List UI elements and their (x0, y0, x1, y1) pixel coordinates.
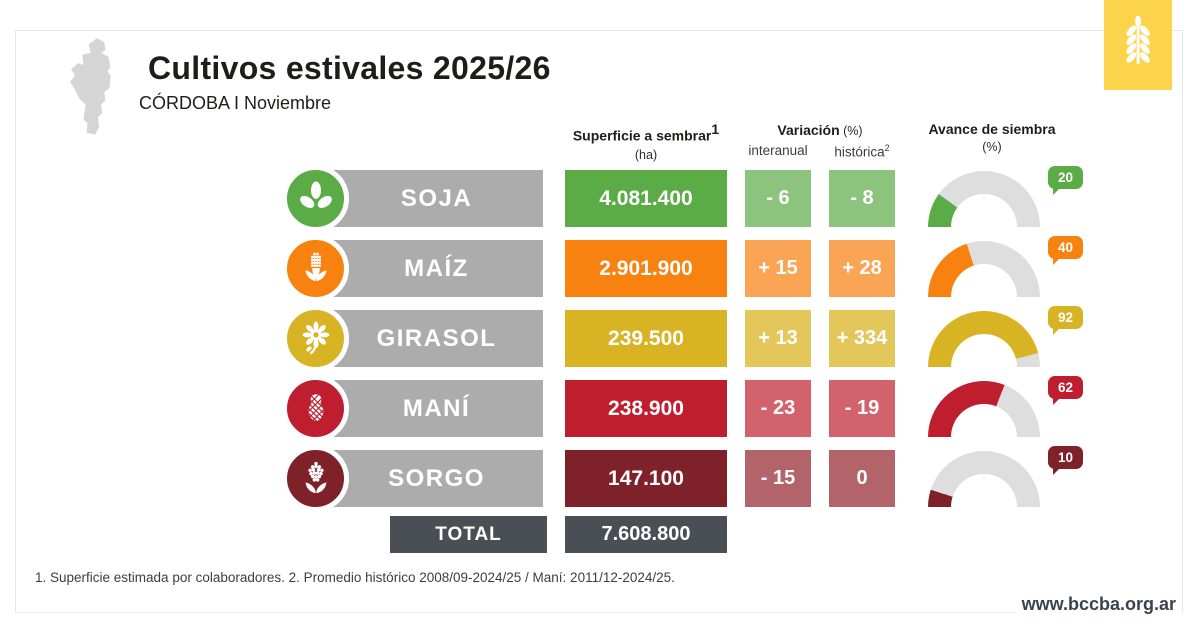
crop-rows: SOJA 4.081.400 - 6 - 8 20 MAÍZ 2.901.900… (0, 165, 1200, 520)
crop-name: MAÍZ (404, 254, 469, 282)
superficie-value: 4.081.400 (565, 170, 727, 227)
avance-badge: 92 (1048, 306, 1083, 335)
variacion-historica-value: + 334 (829, 310, 895, 367)
crop-name: MANÍ (402, 394, 471, 422)
total-row: TOTAL 7.608.800 (0, 516, 1200, 553)
avance-badge: 10 (1048, 446, 1083, 475)
crop-name-bar: GIRASOL (330, 310, 543, 367)
crop-name-bar: SOJA (330, 170, 543, 227)
sorghum-plant-icon (282, 445, 349, 512)
variacion-historica-value: + 28 (829, 240, 895, 297)
avance-unit: (%) (982, 139, 1002, 154)
variacion-interanual-value: - 23 (745, 380, 811, 437)
superficie-value: 238.900 (565, 380, 727, 437)
crop-name: SOJA (400, 184, 473, 212)
total-label: TOTAL (390, 516, 547, 553)
total-value: 7.608.800 (565, 516, 727, 553)
superficie-unit: (ha) (634, 147, 658, 162)
cordoba-province-silhouette (64, 36, 130, 140)
variacion-label: Variación (777, 122, 840, 138)
variacion-historica-value: - 8 (829, 170, 895, 227)
crop-name: SORGO (388, 464, 485, 492)
avance-badge: 40 (1048, 236, 1083, 265)
crop-name: GIRASOL (376, 324, 497, 352)
column-header-avance: Avance de siembra (%) (912, 120, 1072, 156)
column-header-superficie: Superficie a sembrar1 (ha) (565, 120, 727, 164)
avance-gauge (928, 171, 1040, 227)
avance-gauge (928, 381, 1040, 437)
crop-row: SORGO 147.100 - 15 0 10 (0, 445, 1200, 512)
avance-label: Avance de siembra (928, 121, 1056, 137)
peanut-icon (282, 375, 349, 442)
corn-cob-icon (282, 235, 349, 302)
bccba-logo (1104, 0, 1172, 90)
avance-gauge (928, 451, 1040, 507)
interanual-subheader: interanual (748, 142, 808, 158)
variacion-interanual-value: + 15 (745, 240, 811, 297)
superficie-value: 147.100 (565, 450, 727, 507)
variacion-unit: (%) (839, 124, 863, 138)
historica-footnote-marker: 2 (884, 142, 890, 153)
avance-gauge (928, 241, 1040, 297)
crop-row: MAÍZ 2.901.900 + 15 + 28 40 (0, 235, 1200, 302)
soybean-plant-icon (282, 165, 349, 232)
variacion-historica-value: 0 (829, 450, 895, 507)
avance-gauge (928, 311, 1040, 367)
website-link[interactable]: www.bccba.org.ar (1015, 594, 1182, 615)
variacion-interanual-value: - 6 (745, 170, 811, 227)
wheat-spike-icon (1118, 14, 1158, 77)
superficie-footnote-marker: 1 (711, 121, 720, 137)
sunflower-icon (282, 305, 349, 372)
map-shape (69, 38, 111, 135)
variacion-historica-value: - 19 (829, 380, 895, 437)
crop-row: GIRASOL 239.500 + 13 + 334 92 (0, 305, 1200, 372)
superficie-value: 2.901.900 (565, 240, 727, 297)
avance-badge: 20 (1048, 166, 1083, 195)
column-header-variacion: Variación (%) interanual histórica2 (745, 120, 895, 161)
footnote: 1. Superficie estimada por colaboradores… (35, 570, 675, 585)
avance-badge: 62 (1048, 376, 1083, 405)
historica-subheader: histórica2 (834, 142, 890, 160)
variacion-interanual-value: + 13 (745, 310, 811, 367)
crop-name-bar: SORGO (330, 450, 543, 507)
crop-row: MANÍ 238.900 - 23 - 19 62 (0, 375, 1200, 442)
variacion-interanual-value: - 15 (745, 450, 811, 507)
page-title: Cultivos estivales 2025/26 (148, 50, 551, 86)
superficie-label: Superficie a sembrar (572, 127, 712, 144)
superficie-value: 239.500 (565, 310, 727, 367)
crop-name-bar: MANÍ (330, 380, 543, 437)
crop-row: SOJA 4.081.400 - 6 - 8 20 (0, 165, 1200, 232)
page-subtitle: CÓRDOBA I Noviembre (139, 93, 332, 113)
crop-name-bar: MAÍZ (330, 240, 543, 297)
